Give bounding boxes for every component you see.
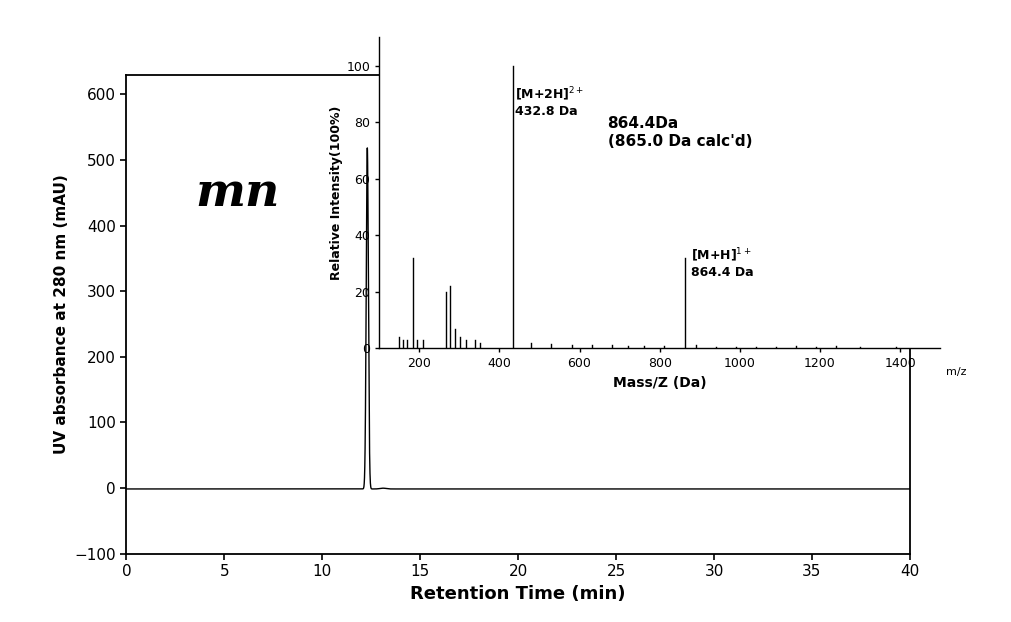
Text: mn: mn [195, 170, 279, 216]
X-axis label: Mass/Z (Da): Mass/Z (Da) [613, 376, 707, 390]
Text: [M+H]$^{1+}$
864.4 Da: [M+H]$^{1+}$ 864.4 Da [691, 246, 753, 279]
X-axis label: Retention Time (min): Retention Time (min) [410, 585, 626, 603]
Text: m/z: m/z [946, 367, 967, 377]
Y-axis label: UV absorbance at 280 nm (mAU): UV absorbance at 280 nm (mAU) [54, 174, 69, 454]
Text: 864.4Da
(865.0 Da calc'd): 864.4Da (865.0 Da calc'd) [608, 116, 752, 149]
Text: [M+2H]$^{2+}$
432.8 Da: [M+2H]$^{2+}$ 432.8 Da [516, 85, 584, 118]
Y-axis label: Relative Intensity(100%): Relative Intensity(100%) [331, 106, 344, 280]
